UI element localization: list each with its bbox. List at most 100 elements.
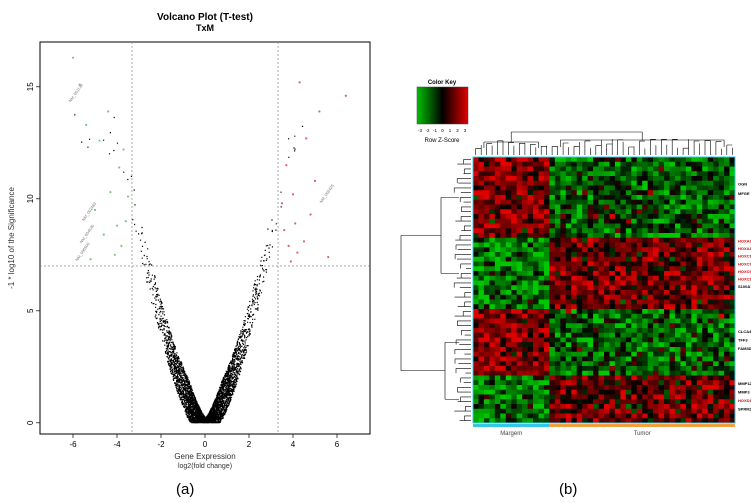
heatmap-cell bbox=[543, 256, 550, 262]
heatmap-cell bbox=[598, 247, 605, 253]
heatmap-cell bbox=[631, 199, 638, 205]
heatmap-cell bbox=[533, 176, 539, 182]
heatmap-cell bbox=[718, 275, 725, 281]
heatmap-cell bbox=[522, 256, 528, 262]
heatmap-cell bbox=[647, 204, 654, 210]
heatmap-cell bbox=[516, 380, 523, 386]
heatmap-cell bbox=[576, 256, 583, 262]
heatmap-cell bbox=[483, 361, 490, 367]
heatmap-cell bbox=[582, 204, 588, 210]
heatmap-cell bbox=[478, 218, 485, 224]
heatmap-cell bbox=[729, 275, 736, 281]
heatmap-cell bbox=[636, 209, 643, 215]
heatmap-cell bbox=[593, 385, 599, 391]
heatmap-cell bbox=[685, 180, 692, 186]
heatmap-cell bbox=[729, 413, 736, 419]
heatmap-cell bbox=[549, 323, 556, 329]
heatmap-cell bbox=[609, 290, 616, 296]
heatmap-cell bbox=[685, 237, 692, 243]
heatmap-cell bbox=[598, 157, 605, 163]
color-key-tick: 2 bbox=[456, 128, 459, 133]
heatmap-cell bbox=[587, 161, 594, 167]
gene-annotation: NM_002425 bbox=[318, 182, 335, 203]
heatmap-cell bbox=[505, 157, 512, 163]
heatmap-cell bbox=[473, 180, 479, 186]
heatmap-cell bbox=[724, 413, 730, 419]
heatmap-cell bbox=[636, 247, 643, 253]
heatmap-cell bbox=[696, 380, 703, 386]
heatmap-cell bbox=[533, 218, 539, 224]
heatmap-cell bbox=[473, 318, 479, 324]
heatmap-cell bbox=[680, 166, 687, 172]
heatmap-cell bbox=[582, 347, 588, 353]
heatmap-cell bbox=[691, 328, 698, 334]
heatmap-cell bbox=[538, 413, 545, 419]
heatmap-cell bbox=[543, 237, 550, 243]
heatmap-cell bbox=[702, 252, 709, 258]
heatmap-cell bbox=[598, 356, 605, 362]
heatmap-cell bbox=[538, 313, 545, 319]
heatmap-cell bbox=[593, 266, 599, 272]
heatmap-cell bbox=[664, 413, 670, 419]
heatmap-cell bbox=[702, 223, 709, 229]
heatmap-cell bbox=[505, 370, 512, 376]
heatmap-cell bbox=[511, 228, 517, 234]
heatmap-cell bbox=[478, 266, 485, 272]
heatmap-cell bbox=[576, 299, 583, 305]
heatmap-cell bbox=[702, 375, 709, 381]
heatmap-cell bbox=[489, 285, 496, 291]
heatmap-cell bbox=[549, 399, 556, 405]
heatmap-cell bbox=[620, 337, 627, 343]
heatmap-cell bbox=[631, 266, 638, 272]
gene-label: MMP12 bbox=[738, 381, 751, 386]
heatmap-cell bbox=[500, 394, 507, 400]
heatmap-cell bbox=[702, 385, 709, 391]
heatmap-cell bbox=[576, 171, 583, 177]
heatmap-cell bbox=[604, 304, 610, 310]
heatmap-cell bbox=[516, 342, 523, 348]
heatmap-cell bbox=[593, 309, 599, 315]
heatmap-cell bbox=[631, 228, 638, 234]
heatmap-cell bbox=[724, 380, 730, 386]
heatmap-cell bbox=[533, 318, 539, 324]
heatmap-cell bbox=[543, 185, 550, 191]
heatmap-cell bbox=[489, 247, 496, 253]
heatmap-cell bbox=[571, 185, 578, 191]
heatmap-cell bbox=[647, 356, 654, 362]
heatmap-cell bbox=[620, 223, 627, 229]
heatmap-cell bbox=[631, 413, 638, 419]
heatmap-cell bbox=[658, 375, 665, 381]
heatmap-cell bbox=[674, 214, 681, 220]
heatmap-cell bbox=[691, 389, 698, 395]
heatmap-cell bbox=[527, 256, 534, 262]
heatmap-cell bbox=[483, 337, 490, 343]
heatmap-cell bbox=[718, 256, 725, 262]
heatmap-cell bbox=[664, 361, 670, 367]
heatmap-cell bbox=[614, 413, 621, 419]
heatmap-cell bbox=[696, 337, 703, 343]
heatmap-cell bbox=[636, 157, 643, 163]
heatmap-cell bbox=[609, 313, 616, 319]
heatmap-cell bbox=[653, 199, 659, 205]
heatmap-cell bbox=[522, 323, 528, 329]
heatmap-cell bbox=[598, 161, 605, 167]
heatmap-cell bbox=[543, 342, 550, 348]
heatmap-cell bbox=[625, 389, 632, 395]
heatmap-cell bbox=[604, 337, 610, 343]
heatmap-cell bbox=[707, 218, 714, 224]
heatmap-cell bbox=[554, 309, 561, 315]
heatmap-cell bbox=[653, 271, 659, 277]
heatmap-cell bbox=[473, 271, 479, 277]
heatmap-cell bbox=[554, 408, 561, 414]
color-key-tick: -1 bbox=[433, 128, 437, 133]
heatmap-cell bbox=[483, 218, 490, 224]
upregulated-point bbox=[283, 229, 286, 232]
heatmap-cell bbox=[478, 242, 485, 248]
heatmap-cell bbox=[500, 313, 507, 319]
heatmap-cell bbox=[614, 261, 621, 267]
heatmap-cell bbox=[609, 161, 616, 167]
heatmap-cell bbox=[625, 199, 632, 205]
heatmap-cell bbox=[636, 408, 643, 414]
heatmap-cell bbox=[516, 280, 523, 286]
